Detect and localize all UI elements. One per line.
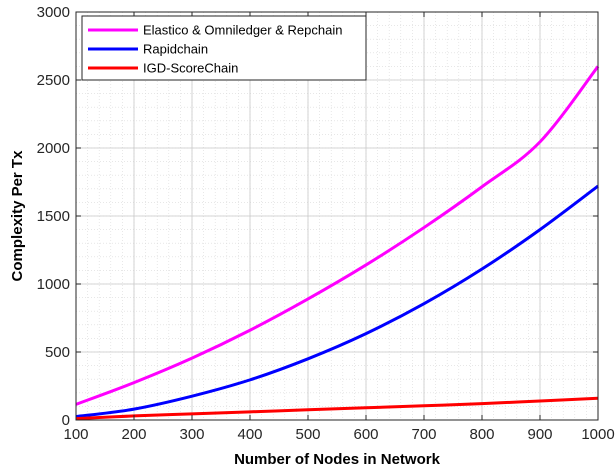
y-tick-label: 500: [45, 344, 70, 361]
x-tick-label: 700: [411, 426, 436, 443]
y-tick-label: 2000: [37, 140, 70, 157]
legend-label-2: IGD-ScoreChain: [143, 61, 238, 76]
y-tick-label: 2500: [37, 72, 70, 89]
x-tick-label: 300: [179, 426, 204, 443]
y-tick-label: 0: [62, 412, 70, 429]
x-tick-label: 200: [121, 426, 146, 443]
y-axis-label: Complexity Per Tx: [9, 150, 26, 282]
x-tick-label: 1000: [581, 426, 614, 443]
x-tick-label: 100: [63, 426, 88, 443]
x-axis-label: Number of Nodes in Network: [234, 451, 441, 468]
legend: Elastico & Omniledger & Repchain Rapidcha…: [81, 15, 367, 81]
y-tick-label: 1000: [37, 276, 70, 293]
x-tick-label: 900: [527, 426, 552, 443]
y-tick-label: 1500: [37, 208, 70, 225]
series-line-0: [75, 65, 600, 406]
series-layer: [75, 65, 600, 421]
x-tick-label: 500: [295, 426, 320, 443]
y-axis-ticks: 0 500 1000 1500 2000 2500 3000: [37, 4, 598, 429]
y-tick-label: 3000: [37, 4, 70, 21]
legend-label-1: Rapidchain: [143, 42, 208, 57]
series-line-2: [75, 396, 599, 421]
series-line-1: [75, 184, 599, 419]
x-tick-label: 800: [469, 426, 494, 443]
x-tick-label: 600: [353, 426, 378, 443]
x-axis-ticks: 100 200 300 400 500 600 700 800 900 1000: [63, 12, 615, 443]
x-tick-label: 400: [237, 426, 262, 443]
legend-label-0: Elastico & Omniledger & Repchain: [143, 23, 342, 38]
